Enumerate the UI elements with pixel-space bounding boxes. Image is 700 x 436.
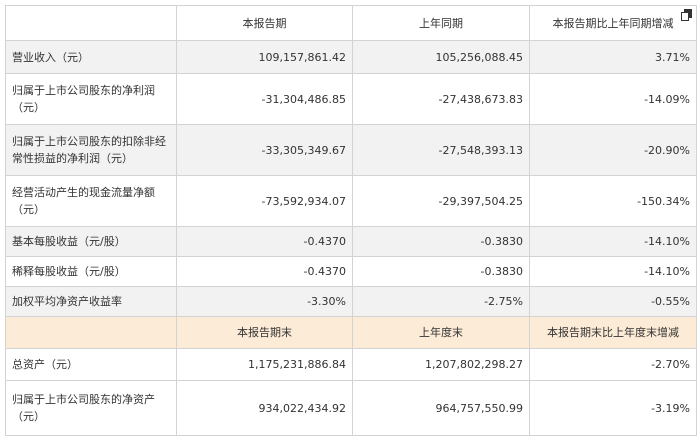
row-label: 总资产（元） (5, 348, 177, 381)
table-row: 稀释每股收益（元/股） -0.4370 -0.3830 -14.10% (5, 256, 697, 287)
table-row: 营业收入（元） 109,157,861.42 105,256,088.45 3.… (5, 40, 697, 74)
table-row: 归属于上市公司股东的净利润（元） -31,304,486.85 -27,438,… (5, 73, 697, 125)
row-label: 加权平均净资产收益率 (5, 286, 177, 317)
prior-value: -0.3830 (352, 256, 530, 287)
table-row: 加权平均净资产收益率 -3.30% -2.75% -0.55% (5, 286, 697, 317)
header-row: 本报告期 上年同期 本报告期比上年同期增减 (5, 5, 697, 41)
prior-value: -29,397,504.25 (352, 175, 530, 227)
change-value: -14.09% (529, 73, 697, 125)
prior-value: 1,207,802,298.27 (352, 348, 530, 381)
row-label: 经营活动产生的现金流量净额（元） (5, 175, 177, 227)
header-current-period: 本报告期 (176, 5, 353, 41)
copy-icon[interactable] (681, 9, 692, 21)
change-value: 3.71% (529, 40, 697, 74)
section-header-change: 本报告期末比上年度末增减 (529, 316, 697, 349)
header-blank (5, 5, 177, 41)
header-prior-period: 上年同期 (352, 5, 530, 41)
prior-value: -27,438,673.83 (352, 73, 530, 125)
row-label: 归属于上市公司股东的净利润（元） (5, 73, 177, 125)
change-value: -2.70% (529, 348, 697, 381)
change-value: -20.90% (529, 124, 697, 176)
change-value: -0.55% (529, 286, 697, 317)
change-value: -3.19% (529, 380, 697, 436)
current-value: -31,304,486.85 (176, 73, 353, 125)
current-value: -3.30% (176, 286, 353, 317)
change-value: -150.34% (529, 175, 697, 227)
current-value: 934,022,434.92 (176, 380, 353, 436)
table-row: 基本每股收益（元/股） -0.4370 -0.3830 -14.10% (5, 226, 697, 257)
row-label: 基本每股收益（元/股） (5, 226, 177, 257)
current-value: -33,305,349.67 (176, 124, 353, 176)
section-header-prior-year-end: 上年度末 (352, 316, 530, 349)
key-financials-table: 本报告期 上年同期 本报告期比上年同期增减 营业收入（元） 109,157,86… (5, 5, 697, 436)
section-header-row: 本报告期末 上年度末 本报告期末比上年度末增减 (5, 316, 697, 349)
row-label: 归属于上市公司股东的净资产（元） (5, 380, 177, 436)
table-row: 归属于上市公司股东的净资产（元） 934,022,434.92 964,757,… (5, 380, 697, 436)
prior-value: 105,256,088.45 (352, 40, 530, 74)
current-value: 109,157,861.42 (176, 40, 353, 74)
prior-value: -0.3830 (352, 226, 530, 257)
current-value: -0.4370 (176, 256, 353, 287)
row-label: 归属于上市公司股东的扣除非经常性损益的净利润（元） (5, 124, 177, 176)
prior-value: -27,548,393.13 (352, 124, 530, 176)
section-header-blank (5, 316, 177, 349)
header-change: 本报告期比上年同期增减 (529, 5, 697, 41)
change-value: -14.10% (529, 256, 697, 287)
section-header-period-end: 本报告期末 (176, 316, 353, 349)
table-row: 归属于上市公司股东的扣除非经常性损益的净利润（元） -33,305,349.67… (5, 124, 697, 176)
row-label: 稀释每股收益（元/股） (5, 256, 177, 287)
table-row: 经营活动产生的现金流量净额（元） -73,592,934.07 -29,397,… (5, 175, 697, 227)
prior-value: 964,757,550.99 (352, 380, 530, 436)
prior-value: -2.75% (352, 286, 530, 317)
current-value: 1,175,231,886.84 (176, 348, 353, 381)
table-row: 总资产（元） 1,175,231,886.84 1,207,802,298.27… (5, 348, 697, 381)
current-value: -73,592,934.07 (176, 175, 353, 227)
current-value: -0.4370 (176, 226, 353, 257)
row-label: 营业收入（元） (5, 40, 177, 74)
change-value: -14.10% (529, 226, 697, 257)
